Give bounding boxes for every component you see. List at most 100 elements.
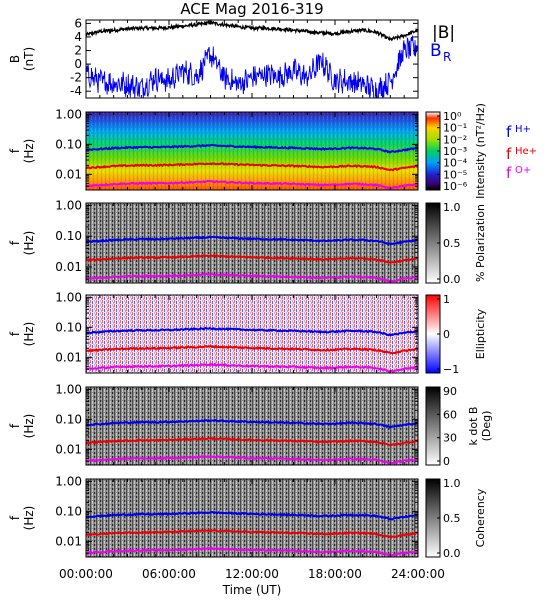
legend-f-2-sub: O+ <box>515 165 531 176</box>
series-f-heplus-line <box>85 528 419 539</box>
panel-coherency: 1.00 0.10 0.01 f (Hz) 1.0 0.5 0.0 Coherency <box>8 474 487 560</box>
y-axis-unit: (Hz) <box>22 231 36 256</box>
y-axis-label: f <box>8 240 22 245</box>
colorbar-tick-label: 0.5 <box>443 512 461 525</box>
colorbar-tick-label: 10⁻² <box>443 133 467 146</box>
colorbar-tick-label: 0.5 <box>443 237 461 250</box>
series-f-oplus-line <box>85 454 419 465</box>
colorbar-tick-label: 0 <box>443 328 450 341</box>
spectrogram-texture <box>86 112 418 190</box>
y-tick-label: 0.10 <box>55 504 82 518</box>
spectrogram-kdotb <box>86 387 418 465</box>
y-tick-label: 1.00 <box>55 382 82 396</box>
y-tick-label: 0.10 <box>55 229 82 243</box>
panel-ellipticity: 1.00 0.10 0.01 f (Hz) 1 0 −1 Ellipticity <box>8 290 487 376</box>
colorbar-label: Intensity (nT²/Hz) <box>474 103 487 199</box>
colorbar-fill <box>425 386 441 466</box>
series-f-oplus-line <box>85 272 419 283</box>
spectrogram-texture <box>86 295 418 373</box>
x-axis-label: Time (UT) <box>222 583 282 597</box>
y-tick-label: 6 <box>74 16 82 30</box>
y-tick-label: 0.10 <box>55 320 82 334</box>
series-f-oplus-line <box>85 546 419 557</box>
panel-intensity: 1.00 0.10 0.01 f (Hz) 10⁰10⁻¹10⁻²10⁻³10⁻⁴10⁻⁵… <box>8 103 487 199</box>
y-tick-label: 0.01 <box>55 260 82 274</box>
x-tick-label: 12:00:00 <box>225 567 279 581</box>
series-f-hplus-line <box>85 326 419 337</box>
x-tick-label: 18:00:00 <box>308 567 362 581</box>
colorbar-tick-label: 0.0 <box>443 273 461 286</box>
colorbar-coherency: 1.0 0.5 0.0 Coherency <box>425 477 487 560</box>
colorbar-kdotb: 90 60 30 0 k dot B (Deg) <box>425 385 493 468</box>
panel-polarization: 1.00 0.10 0.01 f (Hz) 1.0 0.5 0.0 % Polarization <box>8 198 487 286</box>
y-tick-label: 0 <box>74 57 82 71</box>
series-b-total-line <box>85 19 419 42</box>
colorbar-tick-label: 10⁻³ <box>443 145 467 158</box>
y-axis-unit: (Hz) <box>22 414 36 439</box>
series-f-oplus-line <box>85 179 419 190</box>
colorbar-tick-label: 1 <box>443 293 450 306</box>
y-axis-label: f <box>8 331 22 336</box>
y-axis-label: B <box>8 55 22 63</box>
colorbar-label: % Polarization <box>474 204 487 282</box>
legend-f-2-base: f <box>506 164 512 182</box>
colorbar-polarization: 1.0 0.5 0.0 % Polarization <box>425 201 487 286</box>
y-axis-unit: (nT) <box>22 47 36 71</box>
colorbar-unit: (Deg) <box>480 411 493 442</box>
colorbar-tick-label: 10⁻⁶ <box>443 180 468 193</box>
spectrogram-coherency <box>86 479 418 557</box>
y-tick-label: -4 <box>70 84 82 98</box>
legend-f-1-base: f <box>506 145 512 163</box>
y-tick-label: 1.00 <box>55 107 82 121</box>
y-tick-label: 4 <box>74 30 82 44</box>
y-tick-label: 0.01 <box>55 534 82 548</box>
spectrogram-polarization <box>86 203 418 283</box>
colorbar-label: Coherency <box>474 488 487 547</box>
y-tick-label: 0.01 <box>55 350 82 364</box>
colorbar-tick-label: 1.0 <box>443 477 461 490</box>
colorbar-label: k dot B <box>467 407 480 446</box>
y-tick-label: 2 <box>74 44 82 58</box>
figure-title: ACE Mag 2016-319 <box>180 0 323 18</box>
colorbar-tick-label: 10⁰ <box>443 110 462 123</box>
series-b-radial-line <box>85 35 419 99</box>
x-tick-label: 24:00:00 <box>391 567 445 581</box>
y-axis-unit: (Hz) <box>22 506 36 531</box>
series-f-hplus-line <box>85 143 419 154</box>
colorbar-tick-label: 10⁻⁴ <box>443 157 468 170</box>
y-tick-label: 0.01 <box>55 167 82 181</box>
y-axis-label: f <box>8 148 22 153</box>
colorbar-tick-label: 0 <box>443 455 450 468</box>
legend-b-radial-sub: R <box>443 50 451 64</box>
legend-b-total: |B| <box>432 23 455 43</box>
colorbar-tick-label: 30 <box>443 432 457 445</box>
y-axis-unit: (Hz) <box>22 322 36 347</box>
colorbar-label: Ellipticity <box>474 308 487 359</box>
series-f-hplus-line <box>85 510 419 521</box>
y-tick-label: -2 <box>70 71 82 85</box>
series-f-hplus-line <box>85 418 419 429</box>
colorbar-tick-label: −1 <box>443 363 459 376</box>
colorbar-tick-label: 90 <box>443 385 457 398</box>
colorbar-tick-label: 10⁻¹ <box>443 122 467 135</box>
y-axis-label: f <box>8 515 22 520</box>
x-tick-label: 06:00:00 <box>142 567 196 581</box>
legend-f-0-sub: H+ <box>515 124 531 135</box>
y-axis-label: f <box>8 423 22 428</box>
y-tick-label: 1.00 <box>55 290 82 304</box>
panel-kdotb: 1.00 0.10 0.01 f (Hz) 90 60 30 0 k dot B (Deg) <box>8 382 493 468</box>
y-tick-label: 0.10 <box>55 137 82 151</box>
colorbar-tick-label: 10⁻⁵ <box>443 168 467 181</box>
legend-f-0-base: f <box>506 123 512 141</box>
y-tick-label: 1.00 <box>55 198 82 212</box>
colorbar-tick-label: 0.0 <box>443 547 461 560</box>
series-f-hplus-line <box>85 235 419 246</box>
series-f-oplus-line <box>85 362 419 373</box>
y-tick-label: 0.01 <box>55 442 82 456</box>
x-tick-label: 00:00:00 <box>59 567 113 581</box>
legend-b-radial: B <box>430 41 442 61</box>
legend-f-1-sub: He+ <box>515 146 537 157</box>
